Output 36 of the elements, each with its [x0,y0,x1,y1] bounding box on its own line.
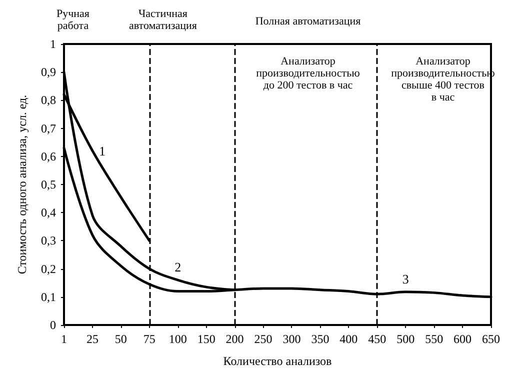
x-tick-label: 450 [368,332,386,346]
x-tick-label: 400 [340,332,358,346]
y-tick-label: 0,1 [41,290,56,304]
series-label: 1 [98,143,106,158]
x-tick-label: 50 [114,332,127,346]
x-tick-label: 75 [143,332,156,346]
x-tick-label: 350 [311,332,330,346]
y-tick-label: 0,9 [41,65,56,80]
x-axis-title: Количество анализов [223,354,332,368]
x-tick-label: 250 [254,332,272,346]
x-tick-label: 600 [454,332,472,346]
x-tick-label: 550 [425,332,444,346]
x-tick-label: 300 [282,332,301,346]
text: Ручная работа [56,8,90,32]
y-axis-title: Стоимость одного анализа, усл. ед. [15,94,29,274]
x-tick-label: 650 [482,332,500,346]
x-tick-label: 100 [168,332,187,346]
x-tick-label: 500 [396,332,415,346]
y-tick-label: 0,5 [41,178,56,192]
y-tick-label: 0,3 [41,234,56,248]
y-tick-label: 0,8 [41,93,56,108]
x-tick-label: 200 [226,332,244,346]
y-tick-label: 0 [50,318,56,332]
text: Частичная автоматизация [129,8,197,32]
series-label: 2 [174,260,182,275]
y-tick-label: 0,2 [41,262,56,276]
y-tick-label: 0,4 [41,206,56,220]
x-tick-label: 1 [61,332,67,346]
x-tick-label: 150 [197,332,216,346]
series-label: 3 [402,271,409,286]
annotation: Анализатор производительностью до 200 тестов в час [256,55,360,92]
y-tick-label: 1 [50,37,56,51]
y-tick-label: 0,6 [41,149,56,164]
y-tick-label: 0,7 [41,121,56,136]
x-tick-label: 25 [86,332,98,346]
text: Полная автоматизация [255,15,361,28]
